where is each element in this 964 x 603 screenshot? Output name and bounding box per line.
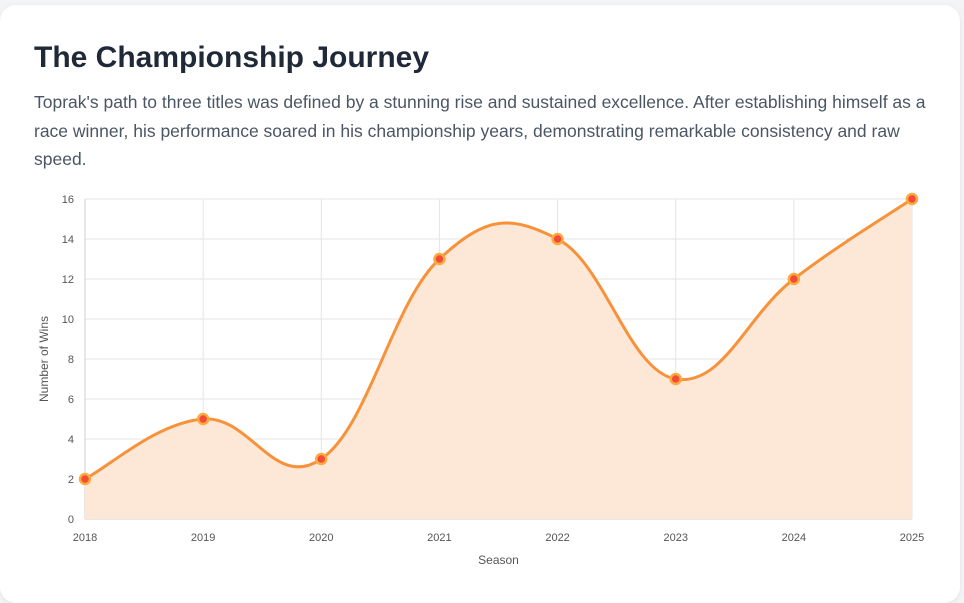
data-point-2018[interactable] — [78, 472, 92, 486]
data-point-2021[interactable] — [433, 252, 446, 266]
page-title: The Championship Journey — [34, 41, 430, 74]
x-axis-ticks: 2018 2019 2020 2021 2022 2023 2024 2025 — [73, 532, 924, 544]
page-description: Toprak's path to three titles was define… — [34, 92, 926, 169]
area-fill — [85, 199, 912, 519]
data-point-2022[interactable] — [551, 232, 564, 246]
x-tick-label: 2023 — [663, 532, 687, 544]
data-points — [78, 192, 919, 486]
x-tick-label: 2020 — [309, 532, 333, 544]
y-tick-label: 10 — [62, 314, 74, 326]
y-tick-label: 6 — [68, 394, 74, 406]
x-tick-label: 2025 — [900, 532, 924, 544]
y-tick-label: 2 — [68, 474, 74, 486]
data-point-2019[interactable] — [196, 412, 210, 426]
y-tick-label: 12 — [62, 274, 74, 286]
data-point-2025[interactable] — [905, 192, 919, 206]
x-tick-label: 2024 — [782, 532, 806, 544]
y-tick-label: 16 — [62, 194, 74, 206]
y-tick-label: 8 — [68, 354, 74, 366]
x-axis-title: Season — [478, 553, 519, 567]
x-tick-label: 2022 — [545, 532, 569, 544]
y-axis-ticks: 0 2 4 6 8 10 12 14 16 — [62, 194, 74, 526]
series-line — [84, 197, 913, 481]
y-tick-label: 14 — [62, 234, 74, 246]
y-tick-label: 4 — [68, 434, 74, 446]
data-point-2020[interactable] — [315, 452, 328, 466]
data-point-2023[interactable] — [669, 372, 682, 386]
x-tick-label: 2021 — [427, 532, 451, 544]
x-tick-label: 2019 — [191, 532, 215, 544]
x-tick-label: 2018 — [73, 532, 97, 544]
y-tick-label: 0 — [68, 514, 74, 526]
data-point-2024[interactable] — [787, 272, 801, 286]
y-axis-title: Number of Wins — [37, 316, 51, 402]
